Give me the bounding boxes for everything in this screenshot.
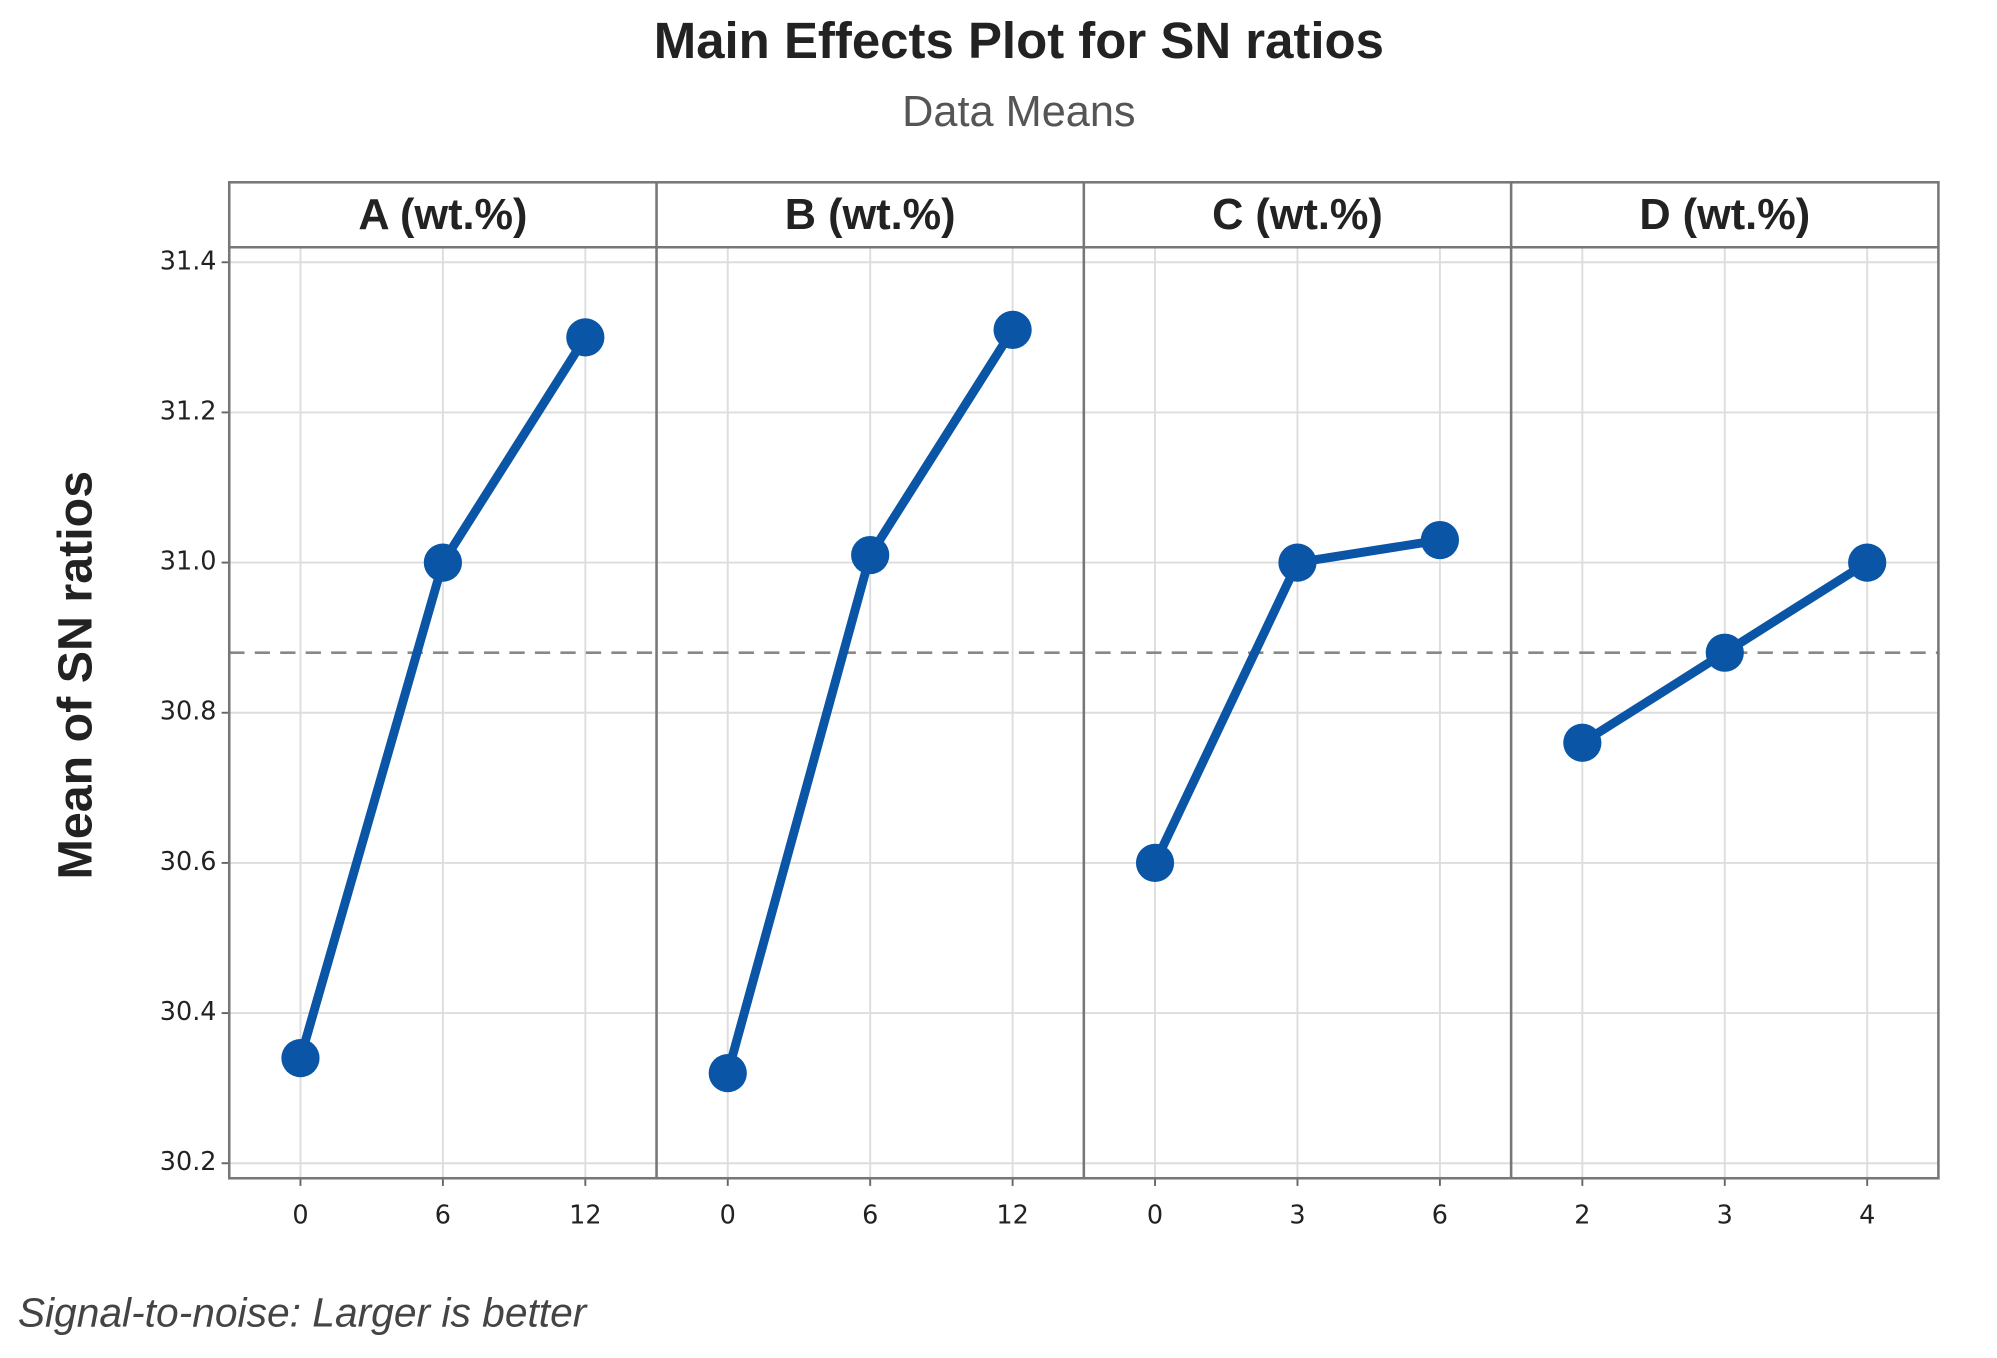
panel-title: D (wt.%) xyxy=(1639,191,1810,239)
footnote: Signal-to-noise: Larger is better xyxy=(18,1290,588,1336)
y-tick-label: 30.2 xyxy=(160,1147,217,1177)
x-tick-label: 12 xyxy=(569,1200,601,1230)
point xyxy=(1848,543,1887,582)
x-tick-label: 4 xyxy=(1859,1200,1875,1230)
y-tick-label: 31.4 xyxy=(160,246,217,276)
point xyxy=(1278,543,1317,582)
chart-title: Main Effects Plot for SN ratios xyxy=(654,12,1384,69)
x-tick-label: 12 xyxy=(996,1200,1028,1230)
y-axis-label: Mean of SN ratios xyxy=(49,471,103,880)
x-tick-label: 3 xyxy=(1717,1200,1733,1230)
point xyxy=(1563,723,1602,762)
x-tick-label: 2 xyxy=(1574,1200,1590,1230)
y-tick-label: 31.0 xyxy=(160,547,217,577)
point xyxy=(423,543,462,582)
x-tick-label: 0 xyxy=(1147,1200,1163,1230)
x-tick-label: 3 xyxy=(1289,1200,1305,1230)
panel-title: B (wt.%) xyxy=(785,191,956,239)
point xyxy=(851,535,890,575)
point xyxy=(993,310,1032,349)
point xyxy=(1705,633,1744,672)
x-tick-label: 6 xyxy=(1432,1200,1448,1230)
y-tick-label: 30.4 xyxy=(160,997,217,1027)
chart-subtitle: Data Means xyxy=(902,88,1135,136)
y-tick-label: 31.2 xyxy=(160,396,217,426)
point xyxy=(708,1054,747,1093)
x-tick-label: 0 xyxy=(292,1200,308,1230)
y-tick-label: 30.8 xyxy=(160,697,217,727)
point xyxy=(566,318,605,357)
point xyxy=(1135,843,1175,883)
point xyxy=(281,1039,320,1078)
point xyxy=(1420,520,1460,560)
x-tick-label: 0 xyxy=(720,1200,736,1230)
panel-title: C (wt.%) xyxy=(1212,191,1383,239)
y-tick-label: 30.6 xyxy=(160,847,217,877)
x-tick-label: 6 xyxy=(862,1200,878,1230)
x-tick-label: 6 xyxy=(435,1200,451,1230)
panel-title: A (wt.%) xyxy=(358,191,527,239)
